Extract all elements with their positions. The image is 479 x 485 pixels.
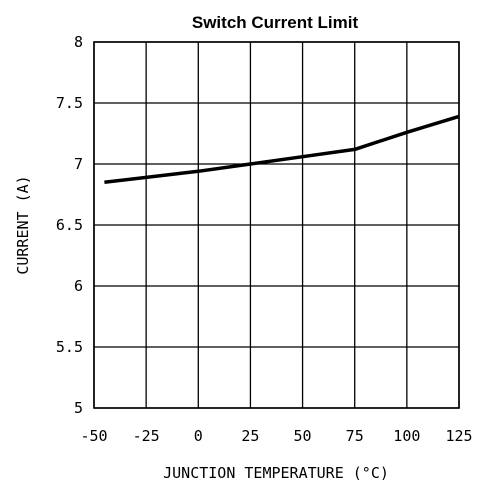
x-tick-label: 125	[445, 427, 472, 445]
x-tick-label: -25	[133, 427, 160, 445]
series-line	[104, 114, 460, 185]
x-tick-labels: -50 -25 0 25 50 75 100 125	[80, 427, 472, 445]
y-tick-labels: 5 5.5 6 6.5 7 7.5 8	[56, 33, 83, 417]
x-tick-label: -50	[80, 427, 107, 445]
x-tick-label: 25	[241, 427, 259, 445]
y-tick-label: 5.5	[56, 338, 83, 356]
x-tick-label: 75	[346, 427, 364, 445]
y-axis-label: CURRENT (A)	[14, 175, 32, 274]
x-tick-label: 50	[294, 427, 312, 445]
grid	[93, 41, 460, 409]
x-axis-label: JUNCTION TEMPERATURE (°C)	[163, 464, 389, 482]
y-tick-label: 6.5	[56, 216, 83, 234]
y-tick-label: 6	[74, 277, 83, 295]
y-tick-label: 7	[74, 155, 83, 173]
y-tick-label: 8	[74, 33, 83, 51]
y-tick-label: 5	[74, 399, 83, 417]
plot-frame	[93, 41, 460, 409]
x-tick-label: 0	[194, 427, 203, 445]
chart-title: Switch Current Limit	[192, 13, 359, 32]
x-tick-label: 100	[393, 427, 420, 445]
y-tick-label: 7.5	[56, 94, 83, 112]
